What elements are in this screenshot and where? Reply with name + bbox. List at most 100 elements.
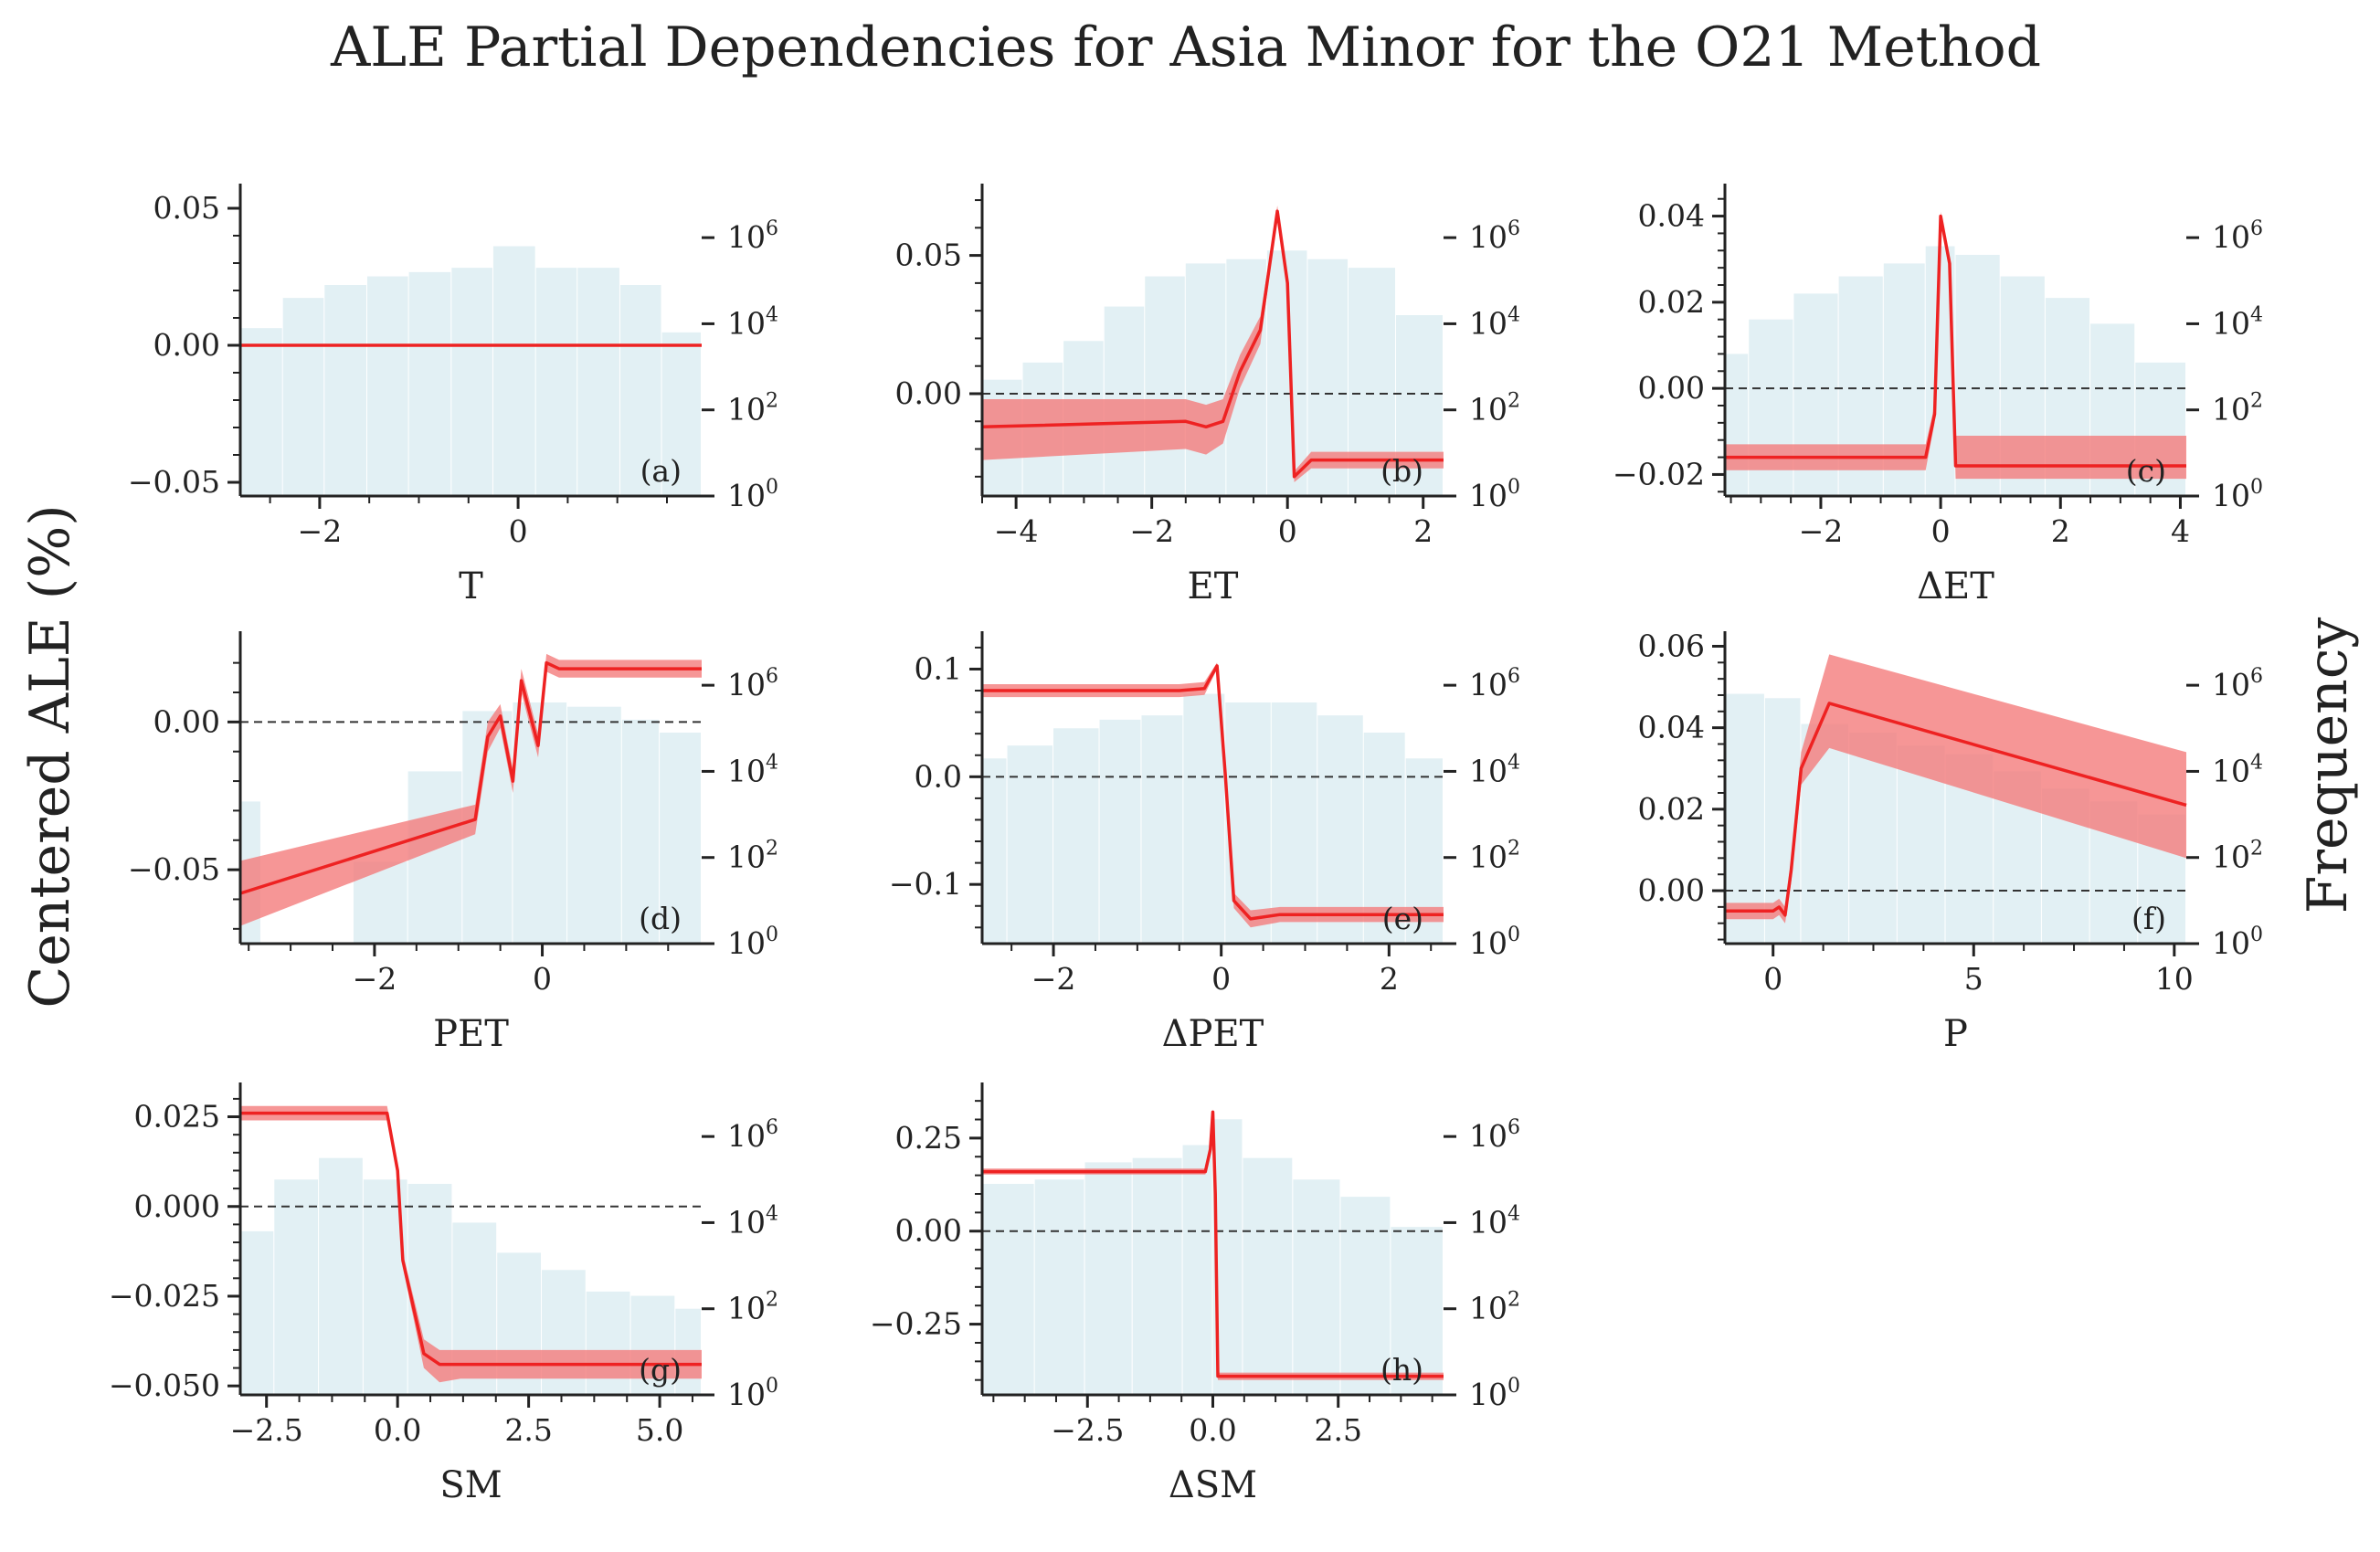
frequency-tick-label: 104 (727, 1202, 778, 1240)
frequency-tick-label: 106 (2212, 217, 2263, 255)
frequency-tick-label: 102 (1469, 1289, 1520, 1326)
panel-label: (c) (2126, 453, 2166, 489)
frequency-tick-label: 104 (1469, 1202, 1520, 1240)
x-tick-label: 2.5 (1314, 1412, 1361, 1448)
histogram-bar (1099, 719, 1141, 944)
y-tick-label: 0.25 (895, 1120, 962, 1156)
x-tick-label: 2 (1413, 513, 1433, 549)
y-tick-label: 0.00 (895, 1213, 962, 1249)
histogram-bar (660, 733, 701, 944)
x-tick-label: −2 (1799, 513, 1844, 549)
subplot-a: −0.05 0.00 0.05 −2 0 100 102 104 106 T (a) (128, 184, 778, 607)
frequency-tick-label: 100 (2212, 476, 2263, 513)
frequency-tick-label: 104 (727, 303, 778, 341)
frequency-tick-label: 104 (1469, 303, 1520, 341)
x-tick-label: −4 (994, 513, 1039, 549)
x-tick-label: 2.5 (504, 1412, 552, 1448)
y-tick-label: 0.000 (134, 1188, 220, 1224)
frequency-tick-label: 106 (727, 1116, 778, 1154)
ale-confidence-band (1725, 211, 2186, 480)
subplot-h: −0.25 0.00 0.25 −2.5 0.0 2.5 100 102 104 106 ΔSM (h… (870, 1082, 1520, 1506)
x-tick-label: −2 (1129, 513, 1174, 549)
x-axis-label: T (459, 565, 483, 607)
y-tick-label: −0.025 (109, 1278, 220, 1314)
histogram-bar (1849, 733, 1897, 944)
frequency-tick-label: 102 (727, 838, 778, 875)
x-axis-label: P (1943, 1013, 1968, 1055)
x-tick-label: −2 (298, 513, 343, 549)
y-tick-label: 0.05 (895, 238, 962, 273)
histogram-bar (982, 1184, 1034, 1395)
panel-label: (d) (639, 901, 682, 936)
x-tick-label: 0 (1931, 513, 1951, 549)
ale-confidence-band (240, 1105, 702, 1383)
x-tick-label: −2.5 (1051, 1412, 1124, 1448)
histogram-bar (1053, 728, 1099, 944)
right-y-axis-label: Frequency (2296, 618, 2360, 914)
figure-title: ALE Partial Dependencies for Asia Minor … (330, 16, 2041, 79)
ale-line (239, 660, 702, 895)
subplot-b: 0.00 0.05 −4 −2 0 2 100 102 104 106 ET (b) (895, 184, 1520, 607)
frequency-tick-label: 106 (727, 665, 778, 702)
x-tick-label: 4 (2171, 513, 2190, 549)
x-tick-label: −2 (1031, 961, 1076, 997)
histogram-bar (1182, 1145, 1212, 1395)
y-tick-label: 0.00 (153, 703, 220, 739)
frequency-tick-label: 100 (1469, 1375, 1520, 1412)
x-tick-label: 5.0 (636, 1412, 683, 1448)
y-tick-label: 0.05 (153, 190, 220, 226)
x-tick-label: 0.0 (374, 1412, 421, 1448)
ale-line (1725, 702, 2187, 917)
histogram-bar (535, 268, 577, 496)
frequency-tick-label: 106 (727, 217, 778, 255)
ale-confidence-band (982, 206, 1444, 482)
histogram-bar (240, 328, 282, 496)
y-tick-label: 0.0 (915, 758, 962, 794)
histogram-bar (1145, 276, 1185, 496)
histogram-bar (408, 271, 451, 496)
ale-line (982, 664, 1444, 921)
y-tick-label: 0.00 (1638, 370, 1705, 406)
frequency-tick-label: 100 (727, 1375, 778, 1412)
x-tick-label: 0 (533, 961, 552, 997)
histogram-bar (1007, 745, 1053, 944)
histogram-bar (577, 268, 619, 496)
frequency-tick-label: 104 (2212, 303, 2263, 341)
histogram-bar (1034, 1179, 1084, 1395)
ale-confidence-band (1725, 654, 2186, 924)
frequency-tick-label: 102 (1469, 390, 1520, 428)
histogram-bar (1391, 1227, 1443, 1395)
left-y-axis-label: Centered ALE (%) (18, 504, 82, 1008)
histogram-bar (407, 771, 462, 944)
x-tick-label: 0 (1211, 961, 1231, 997)
x-axis-label: SM (439, 1464, 502, 1506)
histogram-bar (1141, 715, 1183, 944)
histogram-bar (1185, 263, 1226, 496)
frequency-tick-label: 106 (1469, 665, 1520, 702)
panel-label: (g) (639, 1352, 682, 1388)
subplot-e: −0.1 0.0 0.1 −2 0 2 100 102 104 106 ΔPET (e) (889, 631, 1520, 1055)
histogram-bar (621, 719, 660, 944)
histogram-bar (1271, 702, 1317, 944)
frequency-tick-label: 106 (2212, 665, 2263, 702)
frequency-tick-label: 104 (727, 751, 778, 788)
y-tick-label: −0.05 (128, 851, 220, 887)
histogram-bar (274, 1179, 319, 1395)
x-axis-label: ΔPET (1162, 1013, 1264, 1055)
ale-line (1725, 214, 2186, 468)
y-tick-label: 0.06 (1638, 628, 1705, 663)
histogram-bar (1243, 1157, 1293, 1395)
histogram-bar (1725, 693, 1764, 944)
x-tick-label: 5 (1964, 961, 1983, 997)
y-tick-label: 0.02 (1638, 791, 1705, 827)
frequency-tick-label: 104 (1469, 751, 1520, 788)
x-tick-label: 0.0 (1189, 1412, 1236, 1448)
frequency-tick-label: 106 (1469, 217, 1520, 255)
x-tick-label: 2 (2051, 513, 2070, 549)
frequency-tick-label: 100 (1469, 476, 1520, 513)
x-tick-label: 2 (1380, 961, 1399, 997)
y-tick-label: −0.1 (889, 866, 962, 902)
ale-line (981, 209, 1444, 479)
subplot-f: 0.00 0.02 0.04 0.06 0 5 10 100 102 104 106 P (f) (1638, 628, 2263, 1055)
